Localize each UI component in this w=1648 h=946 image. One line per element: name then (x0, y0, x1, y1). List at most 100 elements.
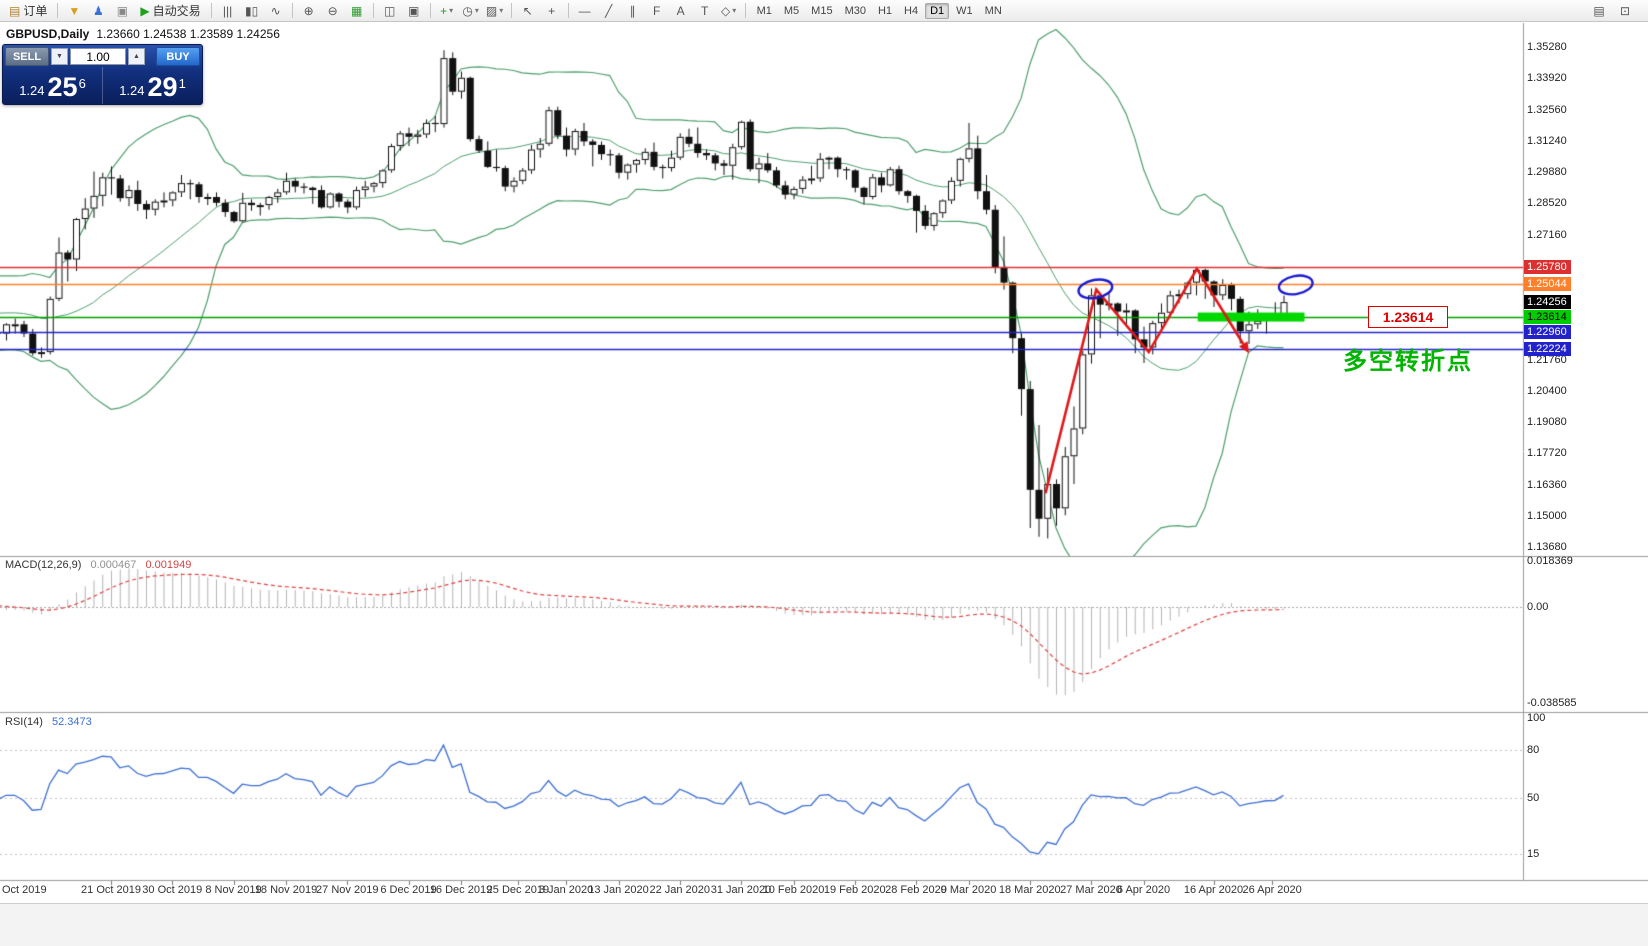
periods-icon[interactable]: ◷ ▾ (460, 2, 482, 20)
time-axis-label: 16 Apr 2020 (1183, 884, 1244, 896)
timeframe-m1[interactable]: M1 (756, 4, 772, 17)
templates-icon-dropdown[interactable]: ▾ (499, 6, 504, 15)
templates-icon[interactable]: ▨ ▾ (484, 2, 506, 20)
bar-chart-icon[interactable]: ||| (217, 2, 239, 20)
line-chart-icon-glyph: ∿ (270, 3, 281, 18)
timeframe-d1[interactable]: D1 (925, 2, 950, 19)
timeframe-m5[interactable]: M5 (783, 4, 800, 17)
price-axis-label: 1.33920 (1527, 72, 1567, 85)
rsi-axis-label: 100 (1527, 712, 1546, 724)
shapes-icon[interactable]: ◇ ▾ (718, 2, 740, 20)
time-axis-label: 13 Jan 2020 (588, 884, 649, 896)
time-axis-label: 27 Nov 2019 (316, 884, 379, 896)
cascade-windows-icon-glyph: ▣ (407, 3, 420, 18)
indicators-icon-dropdown[interactable]: ▾ (449, 6, 454, 15)
lot-decrease-button[interactable]: ▼ (51, 48, 68, 65)
user-icon-glyph: ♟ (92, 3, 104, 18)
preview-icon[interactable]: ⊡ (1619, 3, 1631, 18)
price-axis-label: 1.28520 (1527, 197, 1567, 210)
periods-icon-glyph: ◷ (462, 3, 473, 18)
price-level-box: 1.25780 (1524, 259, 1571, 274)
trendline-icon[interactable]: ╱ (598, 2, 620, 20)
macd-axis-label: 0.00 (1527, 601, 1549, 613)
zoom-in-icon[interactable]: ⊕ (298, 2, 320, 20)
hline-icon[interactable]: — (574, 2, 596, 20)
time-axis-label: 19 Feb 2020 (823, 884, 886, 896)
new-order-button[interactable]: ▤ 订单 (4, 2, 52, 20)
trade-panel-controls: SELL ▼ ▲ BUY (3, 45, 202, 66)
timeframe-w1[interactable]: W1 (956, 4, 973, 17)
timeframe-h4[interactable]: H4 (904, 4, 919, 17)
zoom-out-icon[interactable]: ⊖ (322, 2, 344, 20)
toolbar-separator (510, 3, 512, 18)
turning-point-note[interactable]: 多空转折点 (1343, 348, 1473, 375)
timeframe-m30[interactable]: M30 (844, 4, 866, 17)
macd-label: MACD(12,26,9) 0.000467 0.001949 (5, 559, 191, 571)
print-icon[interactable]: ▤ (1593, 3, 1605, 18)
timeframe-m15[interactable]: M15 (811, 4, 833, 17)
rsi-axis-label: 50 (1527, 792, 1540, 804)
time-axis-label: 6 Dec 2019 (380, 884, 437, 896)
periods-icon-dropdown[interactable]: ▾ (474, 6, 479, 15)
cascade-windows-icon[interactable]: ▣ (403, 2, 425, 20)
time-axis-label: 27 Mar 2020 (1060, 884, 1122, 896)
buy-price-pip: 1 (178, 76, 186, 91)
layers-icon[interactable]: ▣ (111, 2, 133, 20)
label-icon[interactable]: T (694, 2, 716, 20)
buy-button[interactable]: BUY (156, 47, 200, 66)
channel-icon[interactable]: ∥ (622, 2, 644, 20)
rsi-axis-label: 15 (1527, 848, 1540, 860)
chart-symbol-title: GBPUSD,Daily 1.23660 1.24538 1.23589 1.24… (6, 27, 280, 41)
autotrade-button[interactable]: ▶ 自动交易 (135, 2, 205, 20)
candlestick-icon-glyph: ▮▯ (245, 3, 259, 18)
time-axis-label: Oct 2019 (2, 884, 47, 896)
text-icon[interactable]: A (670, 2, 692, 20)
price-axis-label: 1.16360 (1527, 478, 1567, 491)
funnel-icon[interactable]: ▼ (63, 2, 85, 20)
user-icon[interactable]: ♟ (87, 2, 109, 20)
shapes-icon-dropdown[interactable]: ▾ (732, 6, 737, 15)
new-order-button-glyph: ▤ (9, 3, 21, 18)
time-axis-label: 10 Feb 2020 (762, 884, 825, 896)
macd-main-value: 0.000467 (90, 559, 137, 571)
tile-windows-icon[interactable]: ◫ (379, 2, 401, 20)
price-level-box: 1.22960 (1524, 325, 1571, 340)
rsi-axis-label: 80 (1527, 744, 1540, 756)
fibonacci-icon[interactable]: F (646, 2, 668, 20)
toolbar-separator (567, 3, 569, 18)
time-axis-label: 22 Jan 2020 (649, 884, 711, 896)
time-axis-label: 28 Feb 2020 (885, 884, 947, 896)
lot-increase-button[interactable]: ▲ (128, 48, 145, 65)
timeframe-mn[interactable]: MN (984, 4, 1002, 17)
funnel-icon-glyph: ▼ (68, 3, 81, 18)
price-axis-label: 1.20400 (1527, 385, 1567, 398)
sell-button[interactable]: SELL (5, 47, 49, 66)
sell-price[interactable]: 1.24 25 6 (3, 67, 103, 104)
support-price-callout[interactable]: 1.23614 (1368, 306, 1448, 328)
symbol-period-label: GBPUSD,Daily (6, 27, 90, 41)
shapes-icon-glyph: ◇ (720, 3, 731, 18)
time-axis-label: 3 Jan 2020 (538, 884, 594, 896)
cursor-icon[interactable]: ↖ (517, 2, 539, 20)
time-axis-label: 6 Apr 2020 (1116, 884, 1171, 896)
price-axis-label: 1.29880 (1527, 165, 1567, 178)
time-axis-label: 26 Apr 2020 (1242, 884, 1302, 896)
candlestick-icon[interactable]: ▮▯ (241, 2, 263, 20)
time-axis-label: 8 Nov 2019 (205, 884, 262, 896)
buy-price[interactable]: 1.24 29 1 (103, 67, 202, 104)
tile-windows-icon-glyph: ◫ (383, 3, 396, 18)
toolbar-separator (291, 3, 293, 18)
time-axis-label: 31 Jan 2020 (710, 884, 772, 896)
grid-icon[interactable]: ▦ (346, 2, 368, 20)
rsi-value: 52.3473 (51, 716, 92, 728)
indicators-icon[interactable]: + ▾ (436, 2, 458, 20)
price-axis-label: 1.32560 (1527, 103, 1567, 116)
crosshair-icon[interactable]: + (541, 2, 563, 20)
line-chart-icon[interactable]: ∿ (265, 2, 287, 20)
price-level-box: 1.23614 (1524, 310, 1571, 325)
timeframe-h1[interactable]: H1 (877, 4, 893, 17)
lot-size-input[interactable] (70, 48, 126, 65)
label-icon-glyph: T (700, 3, 709, 18)
